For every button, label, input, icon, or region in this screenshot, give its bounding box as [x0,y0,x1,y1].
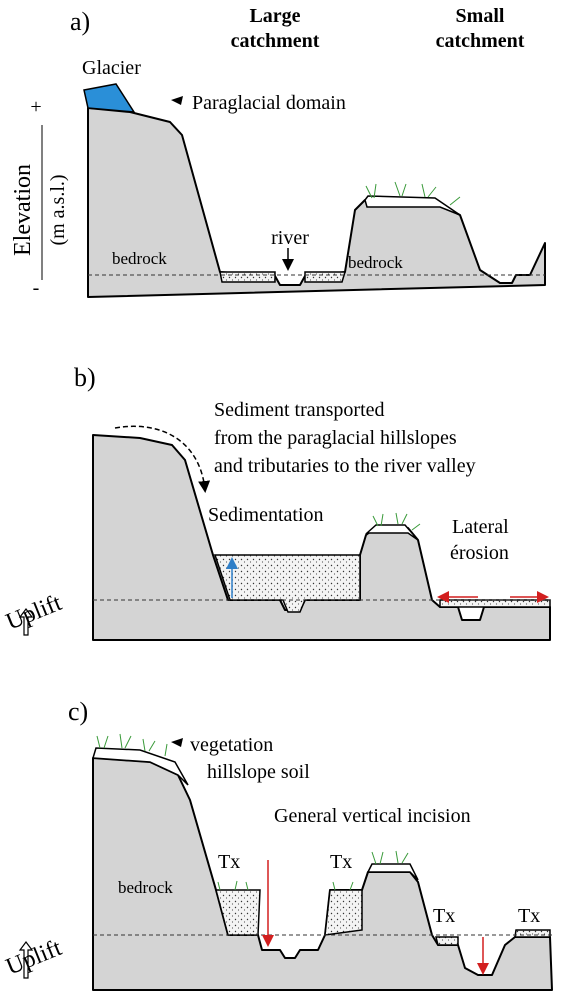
vegetation [217,850,409,891]
terrain [87,107,546,298]
soil [364,195,461,216]
vegetation [365,181,461,206]
sediment [324,889,363,936]
vegetation [372,512,421,531]
label: Lateral [452,516,509,538]
vegetation [96,733,168,757]
axis-label: - [33,277,40,299]
sediment [219,271,276,283]
panel-label: c) [68,697,88,726]
label: Glacier [82,57,141,79]
label: and tributaries to the river valley [214,455,476,477]
sediment [514,929,551,938]
panel-b: b) Sediment transported from the paragla… [3,363,551,641]
label: bedrock [348,253,403,272]
panel-label: b) [74,363,96,392]
label: Paraglacial domain [192,92,346,114]
uplift-arrow [18,941,34,979]
axis-title: Elevation [10,164,36,256]
sediment [435,936,459,946]
uplift-label: Uplift [3,590,66,636]
label: érosion [450,542,509,564]
label: river [271,227,309,249]
label: from the paraglacial hillslopes [214,427,457,449]
panel-c: c) vegetation hillslope soil General ver… [3,697,553,991]
sediment [439,599,551,608]
header: catchment [436,30,525,52]
label: hillslope soil [207,761,310,783]
soil [366,863,419,881]
header: Large [249,5,300,27]
sediment [304,271,347,283]
pointer [171,738,183,747]
pointer [171,96,183,105]
terrace: Tx [218,851,240,873]
label: Sedimentation [208,504,324,526]
panel-label: a) [70,7,90,36]
label: General vertical incision [274,805,471,827]
terrace: Tx [518,905,540,927]
soil [365,524,419,541]
panel-a: a) Large catchment Small catchment Glaci… [10,5,546,299]
header: Small [456,5,505,27]
terrace: Tx [433,905,455,927]
axis-unit: (m a.s.l.) [47,174,69,245]
label: vegetation [190,734,273,756]
label: Sediment transported [214,399,385,421]
soil [92,747,189,786]
terrace: Tx [330,851,352,873]
label: bedrock [118,878,173,897]
axis-label: + [30,96,41,118]
uplift-label: Uplift [3,935,66,981]
label: bedrock [112,249,167,268]
uplift-arrow [18,608,34,636]
glacier-ice [83,83,136,113]
header: catchment [231,30,320,52]
